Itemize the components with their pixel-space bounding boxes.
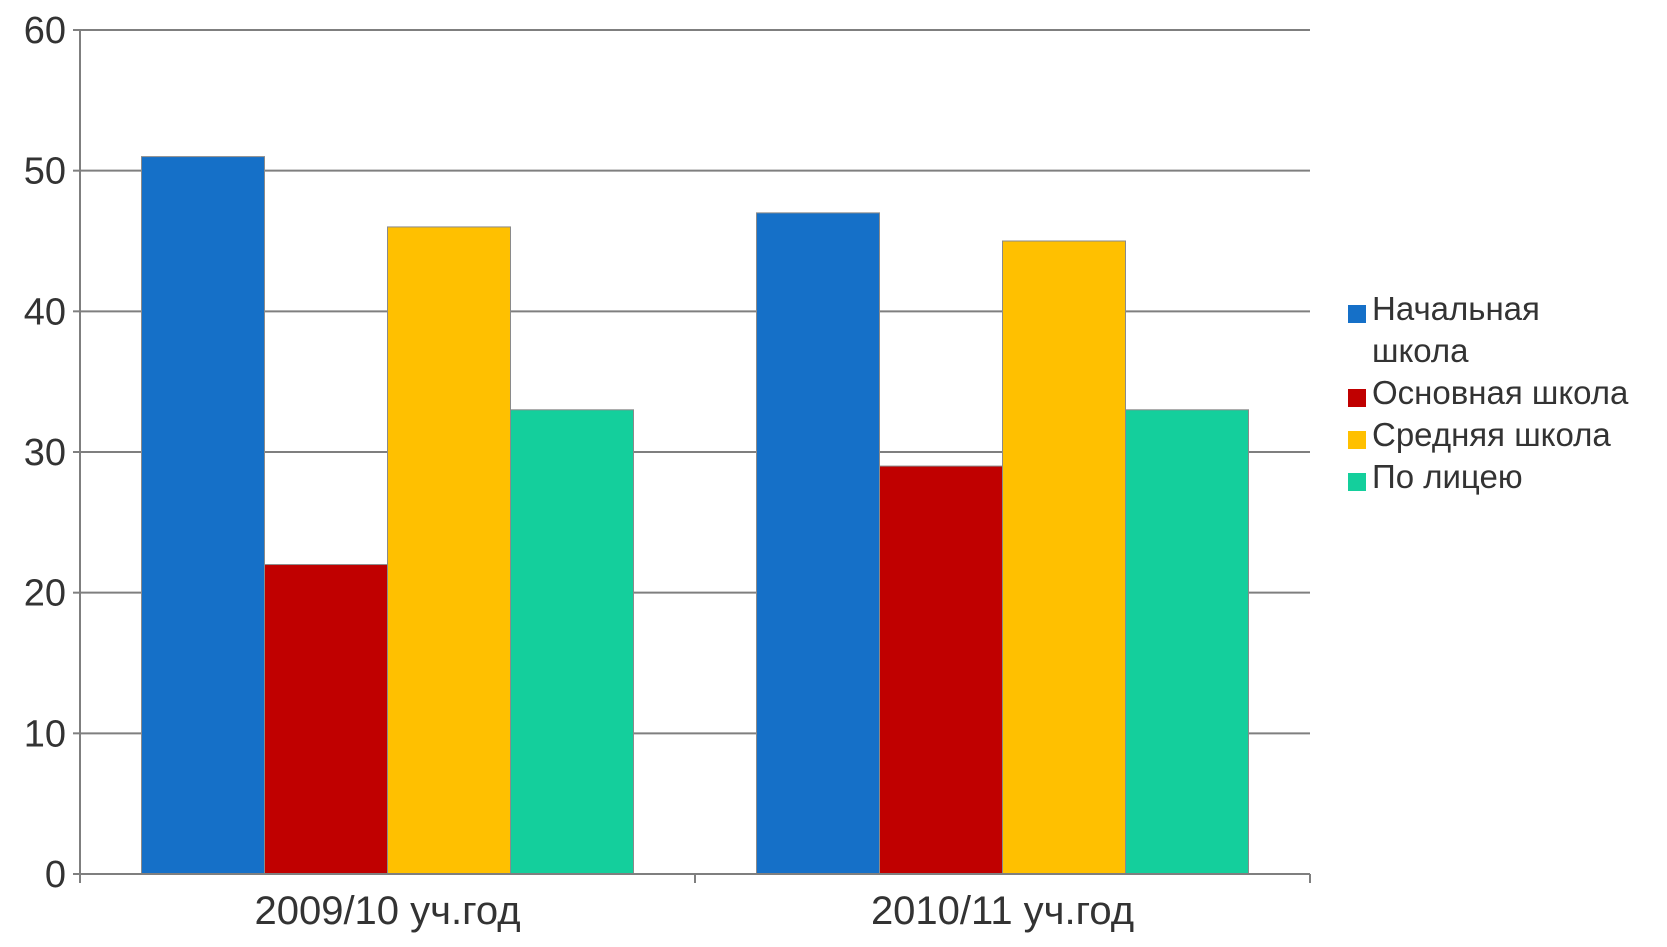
y-tick-label-20: 20 — [24, 573, 66, 615]
y-tick-label-30: 30 — [24, 432, 66, 474]
legend-label-1: Начальная школа — [1372, 290, 1540, 369]
legend-label-4: По лицею — [1372, 458, 1523, 495]
legend-label-2: Основная школа — [1372, 374, 1629, 411]
legend-swatch-4 — [1348, 473, 1366, 491]
legend-item-1: Начальная школа — [1348, 288, 1663, 372]
legend: Начальная школа Основная школа Средняя ш… — [1348, 288, 1663, 498]
bar-1-2 — [756, 212, 880, 875]
y-tick-label-60: 60 — [24, 10, 66, 52]
legend-item-3: Средняя школа — [1348, 414, 1663, 456]
y-tick-label-0: 0 — [45, 854, 66, 896]
bar-4-1 — [510, 409, 634, 875]
bar-3-1 — [387, 226, 511, 875]
x-tick-label-2: 2010/11 уч.год — [871, 889, 1134, 933]
axes — [73, 29, 1311, 883]
bar-3-2 — [1002, 240, 1126, 875]
bar-2-1 — [264, 564, 388, 875]
y-tick-label-50: 50 — [24, 151, 66, 193]
bar-4-2 — [1125, 409, 1249, 875]
legend-label-3: Средняя школа — [1372, 416, 1611, 453]
x-tick-label-1: 2009/10 уч.год — [254, 889, 520, 933]
tick-labels: 0 10 20 30 40 50 60 2009/10 уч.год 2010/11 уч.го… — [24, 10, 1134, 933]
bar-1-1 — [141, 156, 265, 875]
bars — [141, 156, 1249, 875]
legend-item-2: Основная школа — [1348, 372, 1663, 414]
legend-swatch-2 — [1348, 389, 1366, 407]
legend-item-4: По лицею — [1348, 456, 1663, 498]
legend-swatch-3 — [1348, 431, 1366, 449]
y-tick-label-40: 40 — [24, 291, 66, 333]
y-tick-label-10: 10 — [24, 713, 66, 755]
bar-2-2 — [879, 465, 1003, 875]
legend-swatch-1 — [1348, 305, 1366, 323]
